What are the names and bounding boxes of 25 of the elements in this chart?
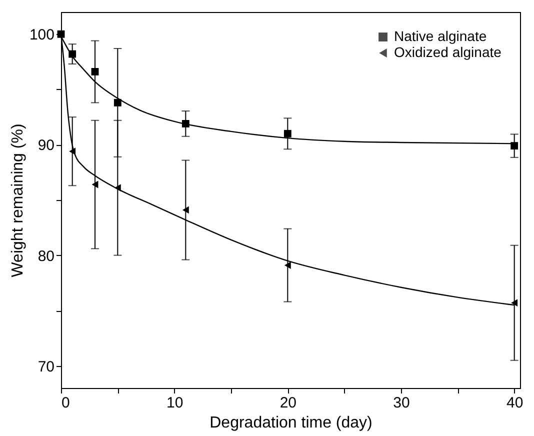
y-tick-label: 100 (29, 26, 54, 44)
y-tick-label: 80 (38, 248, 54, 265)
point (114, 184, 121, 192)
point (182, 206, 189, 214)
x-axis-title: Degradation time (day) (210, 414, 372, 432)
point (510, 142, 518, 150)
point (284, 262, 291, 269)
y-axis-title: Weight remaining (%) (9, 124, 26, 278)
point (68, 50, 76, 58)
x-tick-label: 30 (393, 394, 410, 412)
x-tick-label: 40 (506, 394, 524, 412)
y-tick-label: 90 (38, 137, 54, 154)
y-tick-label: 70 (38, 358, 54, 376)
point (511, 299, 518, 307)
point (69, 148, 76, 156)
legend-label: Oxidized alginate (394, 44, 502, 60)
point (182, 120, 190, 128)
point (284, 130, 292, 138)
point (114, 98, 122, 106)
x-tick-label: 10 (166, 394, 184, 412)
x-tick-label: 0 (62, 394, 70, 412)
point (91, 68, 99, 76)
legend-label: Native alginate (394, 28, 487, 44)
x-tick-label: 20 (280, 394, 297, 412)
point (92, 180, 98, 188)
